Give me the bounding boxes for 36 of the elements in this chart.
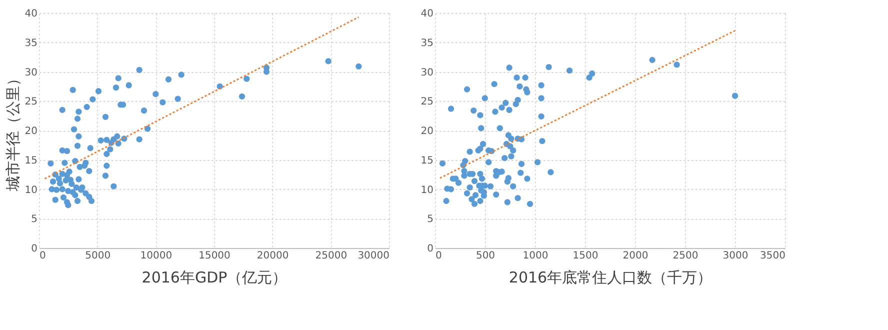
- x-tick-label: 1000: [522, 250, 548, 262]
- y-tick-label: 30: [420, 67, 434, 78]
- x-axis-title: 2016年GDP（亿元）: [142, 268, 288, 286]
- y-tick-label: 40: [24, 8, 38, 20]
- y-tick-label: 15: [24, 155, 38, 166]
- x-axis-title: 2016年底常住人口数（千万）: [508, 268, 712, 286]
- y-tick-label: 35: [420, 38, 434, 49]
- x-tick-label: 2000: [622, 250, 648, 262]
- y-tick-label: 10: [24, 184, 38, 196]
- y-tick-label: 20: [420, 126, 434, 137]
- x-tick-label: 500: [476, 250, 496, 262]
- y-tick-label: 20: [24, 126, 38, 137]
- x-tick-label: 3000: [722, 250, 748, 262]
- x-tick-label: 30000: [358, 250, 390, 262]
- x-tick-label: 0: [436, 250, 442, 262]
- y-tick-label: 15: [420, 155, 434, 166]
- y-tick-label: 30: [24, 67, 38, 78]
- y-tick-label: 5: [427, 214, 434, 226]
- x-tick-label: 20000: [256, 250, 289, 262]
- x-tick-label: 1500: [572, 250, 598, 262]
- y-tick-label: 10: [420, 184, 434, 196]
- x-tick-label: 15000: [198, 250, 230, 262]
- x-tick-label: 3500: [760, 250, 786, 262]
- y-tick-label: 25: [24, 96, 38, 108]
- y-axis-title: 城市半径（公里）: [4, 71, 22, 192]
- x-tick-label: 2500: [672, 250, 698, 262]
- y-tick-label: 0: [427, 244, 434, 254]
- x-tick-label: 10000: [140, 250, 172, 262]
- y-tick-label: 35: [24, 38, 38, 49]
- x-tick-label: 5000: [85, 250, 111, 262]
- x-tick-label: 0: [40, 250, 46, 262]
- y-tick-label: 0: [31, 244, 38, 254]
- y-tick-label: 5: [31, 214, 38, 226]
- x-tick-label: 25000: [315, 250, 348, 262]
- y-tick-label: 40: [420, 8, 434, 20]
- y-tick-label: 25: [420, 96, 434, 108]
